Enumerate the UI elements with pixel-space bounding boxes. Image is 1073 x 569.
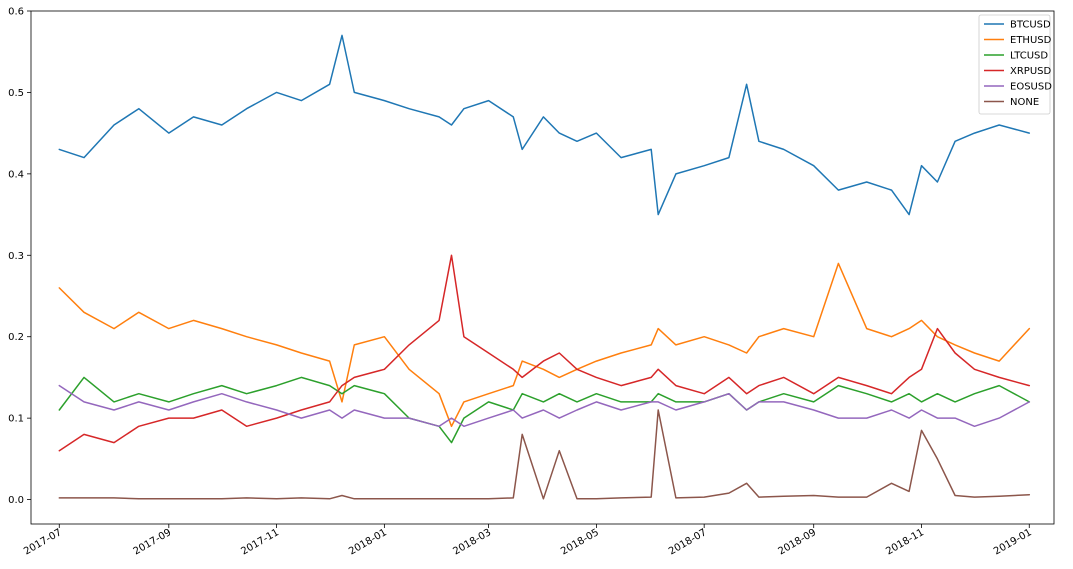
y-tick-label: 0.0	[8, 495, 24, 506]
series-lines	[58, 34, 1031, 500]
legend-label-ltcusd: LTCUSD	[1010, 51, 1048, 62]
legend: BTCUSD ETHUSD LTCUSD XRPUSD EOSUSD NONE	[978, 14, 1052, 115]
y-tick-label: 0.5	[8, 88, 24, 99]
legend-label-ethusd: ETHUSD	[1010, 35, 1052, 46]
series-line-btcusd	[58, 34, 1031, 216]
y-tick-label: 0.1	[8, 414, 24, 425]
legend-label-xrpusd: XRPUSD	[1010, 66, 1051, 77]
series-line-ltcusd	[58, 376, 1031, 444]
legend-label-eosusd: EOSUSD	[1010, 82, 1052, 93]
series-line-ethusd	[58, 262, 1031, 428]
y-tick-label: 0.4	[8, 169, 24, 180]
y-tick-label: 0.3	[8, 251, 24, 262]
plot-frame	[30, 10, 1055, 525]
legend-label-none: NONE	[1010, 97, 1039, 108]
series-line-xrpusd	[58, 254, 1031, 452]
legend-label-btcusd: BTCUSD	[1010, 20, 1051, 31]
series-line-eosusd	[58, 384, 1031, 428]
series-line-none	[58, 409, 1031, 500]
y-tick-label: 0.2	[8, 332, 24, 343]
y-tick-label: 0.6	[8, 7, 24, 18]
